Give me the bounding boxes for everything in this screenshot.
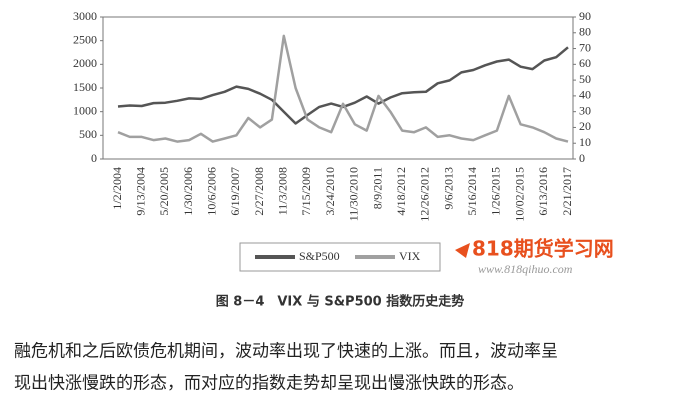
y-tick-label: 2500 bbox=[73, 32, 97, 46]
x-tick-label: 3/24/2010 bbox=[323, 167, 337, 216]
caption: 图 8－4 VIX 与 S&P500 指数历史走势 bbox=[216, 294, 464, 310]
x-tick-label: 6/13/2016 bbox=[536, 167, 550, 216]
body-line: 现出快涨慢跌的形态，而对应的指数走势却呈现出慢涨快跌的形态。 bbox=[14, 373, 524, 394]
plot-frame bbox=[102, 16, 574, 160]
y2-tick-label: 50 bbox=[579, 72, 591, 86]
y2-tick-label: 40 bbox=[579, 88, 591, 102]
x-tick-label: 12/26/2012 bbox=[418, 167, 432, 222]
y2-tick-label: 0 bbox=[579, 151, 585, 165]
x-tick-label: 7/15/2009 bbox=[299, 167, 313, 216]
y2-tick-label: 80 bbox=[579, 25, 591, 39]
x-tick-label: 6/19/2007 bbox=[228, 167, 242, 216]
y2-tick-label: 20 bbox=[579, 119, 591, 133]
watermark-icon bbox=[455, 243, 470, 258]
watermark: 818期货学习网 www.818qihuo.com bbox=[455, 237, 614, 276]
legend-box bbox=[239, 242, 441, 272]
x-tick-label: 9/13/2004 bbox=[133, 167, 147, 216]
x-tick-label: 10/6/2006 bbox=[204, 167, 218, 216]
watermark-url: www.818qihuo.com bbox=[478, 262, 573, 276]
legend-label: VIX bbox=[399, 249, 421, 263]
x-tick-label: 9/6/2013 bbox=[441, 167, 455, 210]
y2-tick-label: 70 bbox=[579, 40, 591, 54]
x-tick-label: 1/2/2004 bbox=[110, 167, 124, 210]
y2-tick-label: 60 bbox=[579, 56, 591, 70]
body-line: 融危机和之后欧债危机期间，波动率出现了快速的上涨。而且，波动率呈 bbox=[14, 342, 558, 362]
x-tick-label: 11/3/2008 bbox=[276, 167, 290, 215]
x-tick-label: 8/9/2011 bbox=[370, 167, 384, 209]
x-tick-label: 5/20/2005 bbox=[157, 167, 171, 216]
y-tick-label: 2000 bbox=[73, 56, 97, 70]
x-tick-label: 10/02/2015 bbox=[512, 167, 526, 222]
y2-tick-label: 90 bbox=[579, 9, 591, 23]
x-tick-label: 1/26/2015 bbox=[489, 167, 503, 216]
x-tick-label: 1/30/2006 bbox=[181, 167, 195, 216]
x-tick-label: 2/21/2017 bbox=[560, 167, 574, 216]
x-tick-label: 4/18/2012 bbox=[394, 167, 408, 216]
x-tick-label: 5/16/2014 bbox=[465, 167, 479, 216]
x-tick-label: 11/30/2010 bbox=[347, 167, 361, 221]
series-line bbox=[117, 34, 569, 143]
y-tick-label: 1500 bbox=[73, 80, 97, 94]
y-tick-label: 500 bbox=[79, 127, 97, 141]
y-tick-label: 0 bbox=[91, 151, 97, 165]
watermark-brand: 818期货学习网 bbox=[472, 237, 614, 261]
series-line bbox=[117, 46, 569, 125]
y-tick-label: 3000 bbox=[73, 9, 97, 23]
y2-tick-label: 10 bbox=[579, 135, 591, 149]
y2-tick-label: 30 bbox=[579, 103, 591, 117]
x-tick-label: 2/27/2008 bbox=[252, 167, 266, 216]
legend-label: S&P500 bbox=[299, 249, 340, 263]
y-tick-label: 1000 bbox=[73, 103, 97, 117]
